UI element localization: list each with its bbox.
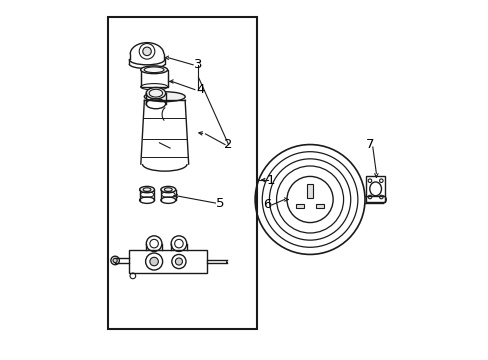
Circle shape — [142, 47, 151, 55]
Circle shape — [113, 258, 117, 262]
Text: 5: 5 — [215, 197, 224, 210]
Text: 2: 2 — [224, 138, 232, 151]
Bar — [141, 70, 167, 87]
Ellipse shape — [139, 186, 154, 193]
Ellipse shape — [144, 92, 185, 102]
Text: 1: 1 — [266, 174, 275, 186]
Bar — [295, 204, 303, 208]
Ellipse shape — [161, 186, 175, 193]
Bar — [129, 250, 207, 273]
Ellipse shape — [146, 87, 165, 99]
Bar — [365, 176, 385, 202]
Bar — [316, 204, 324, 208]
Text: 7: 7 — [366, 138, 374, 151]
Text: 6: 6 — [263, 198, 271, 211]
Bar — [108, 17, 256, 329]
Ellipse shape — [141, 66, 167, 74]
Text: 4: 4 — [196, 83, 204, 96]
Text: 3: 3 — [194, 58, 202, 71]
Circle shape — [175, 258, 182, 265]
Circle shape — [149, 257, 158, 266]
Bar — [306, 184, 312, 198]
